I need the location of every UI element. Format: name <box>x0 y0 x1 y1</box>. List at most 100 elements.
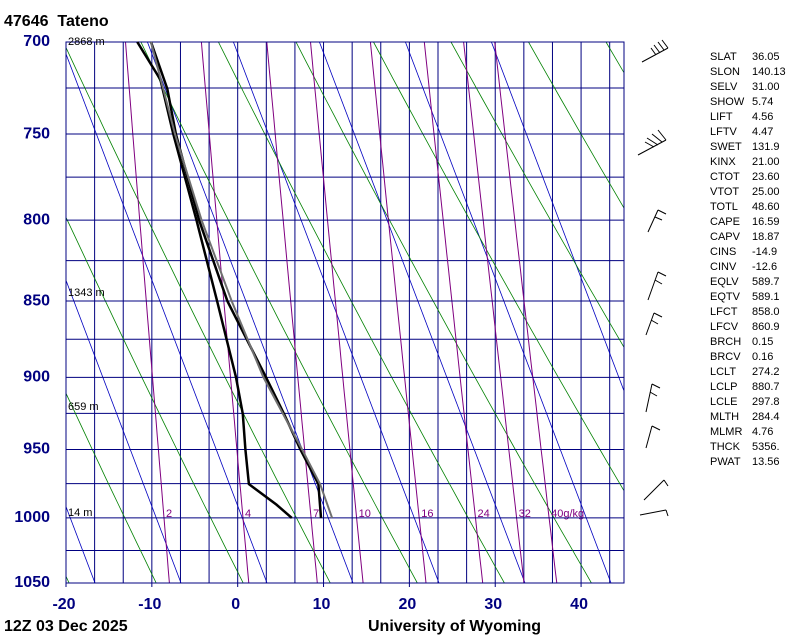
isotherm-line <box>66 505 96 583</box>
dry-adiabat <box>373 42 624 492</box>
index-name: LFCV <box>710 321 739 333</box>
wind-barb <box>637 129 667 156</box>
dry-adiabat <box>66 46 331 583</box>
mixing-ratio-label: 16 <box>421 508 433 520</box>
temperature-tick-label: -10 <box>138 596 161 613</box>
index-name: SWET <box>710 141 742 153</box>
mixing-ratio-label: 24 <box>477 508 489 520</box>
dry-adiabat <box>528 42 624 209</box>
mixing-ratio-label: 7 <box>313 508 319 520</box>
height-label: 1343 m <box>68 287 105 299</box>
wind-barb <box>645 425 661 449</box>
index-value: 589.1 <box>752 291 780 303</box>
index-value: 5.74 <box>752 96 773 108</box>
index-name: CINS <box>710 246 736 258</box>
index-value: 131.9 <box>752 141 780 153</box>
dry-adiabat <box>66 575 70 583</box>
index-name: MLMR <box>710 426 742 438</box>
index-value: 589.7 <box>752 276 780 288</box>
plot-frame <box>65 41 625 584</box>
mixing-ratio-line <box>266 42 318 583</box>
index-value: 880.7 <box>752 381 780 393</box>
temperature-trace <box>149 41 323 518</box>
index-value: 25.00 <box>752 186 780 198</box>
index-name: BRCV <box>710 351 741 363</box>
pressure-tick-label: 900 <box>23 369 50 386</box>
index-name: LFTV <box>710 126 738 138</box>
index-name: CAPV <box>710 231 741 243</box>
height-label: 659 m <box>68 401 99 413</box>
isotherm-line <box>66 279 182 583</box>
wind-barb <box>639 509 669 517</box>
height-label: 14 m <box>68 507 92 519</box>
index-name: VTOT <box>710 186 739 198</box>
index-name: LCLP <box>710 381 738 393</box>
index-name: THCK <box>710 441 741 453</box>
index-name: MLTH <box>710 411 739 423</box>
wind-barb <box>647 209 667 233</box>
index-value: 16.59 <box>752 216 780 228</box>
index-value: 5356. <box>752 441 780 453</box>
index-value: 4.47 <box>752 126 773 138</box>
dewpoint-trace <box>136 41 293 519</box>
height-label: 2868 m <box>68 36 105 48</box>
dry-adiabat <box>140 42 418 583</box>
index-value: 297.8 <box>752 396 780 408</box>
index-name: SHOW <box>710 96 745 108</box>
index-name: EQLV <box>710 276 739 288</box>
index-name: KINX <box>710 156 736 168</box>
mixing-ratio-line <box>310 42 364 583</box>
isotherm-line <box>66 52 268 583</box>
footer-date: 12Z 03 Dec 2025 <box>4 618 128 635</box>
index-value: 0.15 <box>752 336 773 348</box>
isotherm-line <box>319 42 526 583</box>
pressure-tick-label: 850 <box>23 292 50 309</box>
temperature-tick-label: 40 <box>570 596 588 613</box>
mixing-ratio-line <box>125 42 170 583</box>
index-name: BRCH <box>710 336 741 348</box>
temperature-tick-label: 20 <box>398 596 416 613</box>
footer-source: University of Wyoming <box>368 618 541 635</box>
temperature-tick-label: -20 <box>52 596 75 613</box>
index-name: PWAT <box>710 456 741 468</box>
mixing-ratio-label: 4 <box>245 508 251 520</box>
dry-adiabat <box>218 42 505 583</box>
index-value: 274.2 <box>752 366 780 378</box>
mixing-ratio-line <box>463 42 525 583</box>
isotherm-line <box>147 42 354 583</box>
isotherm-line <box>0 42 9 583</box>
mixing-ratio-label: 40g/kg <box>551 508 584 520</box>
isotherm-line <box>405 42 612 583</box>
index-value: 140.13 <box>752 66 786 78</box>
pressure-tick-label: 1000 <box>14 509 50 526</box>
index-value: 21.00 <box>752 156 780 168</box>
wind-barb <box>645 383 661 413</box>
dry-adiabat <box>66 216 244 583</box>
mixing-ratio-label: 10 <box>359 508 371 520</box>
pressure-tick-label: 800 <box>23 211 50 228</box>
index-name: LCLT <box>710 366 736 378</box>
index-name: EQTV <box>710 291 741 303</box>
index-value: 858.0 <box>752 306 780 318</box>
index-value: 13.56 <box>752 456 780 468</box>
chart-title: 47646 Tateno <box>4 13 109 30</box>
wind-barb <box>647 271 667 301</box>
wind-barb <box>641 39 669 63</box>
index-name: SLON <box>710 66 740 78</box>
isotherm-line <box>491 42 624 393</box>
pressure-tick-label: 750 <box>23 125 50 142</box>
index-value: 4.56 <box>752 111 773 123</box>
index-value: 860.9 <box>752 321 780 333</box>
mixing-ratio-line <box>200 42 250 583</box>
index-name: TOTL <box>710 201 738 213</box>
index-name: LFCT <box>710 306 738 318</box>
pressure-tick-label: 1050 <box>14 574 50 591</box>
pressure-tick-label: 950 <box>23 441 50 458</box>
mixing-ratio-label: 2 <box>166 508 172 520</box>
index-value: 48.60 <box>752 201 780 213</box>
dry-adiabat <box>66 392 157 583</box>
mixing-ratio-label: 32 <box>519 508 531 520</box>
index-value: -12.6 <box>752 261 777 273</box>
